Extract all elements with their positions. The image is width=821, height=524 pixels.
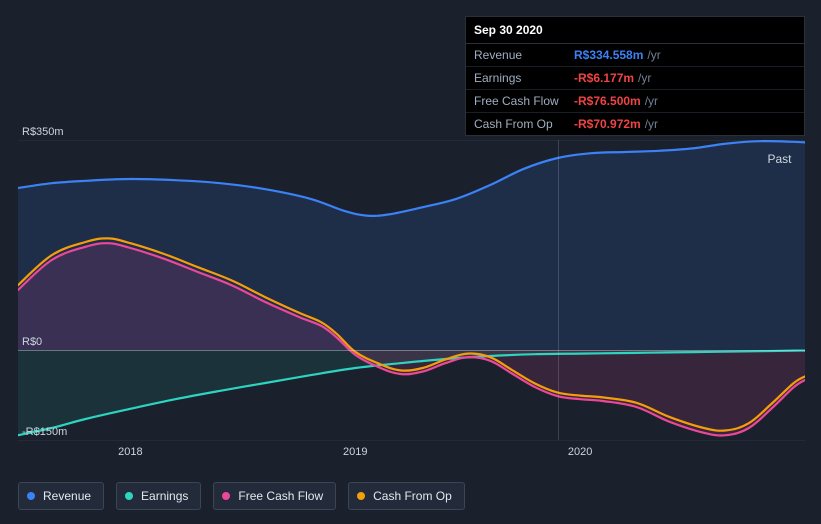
tooltip-row: RevenueR$334.558m/yr [466,44,804,67]
chart-container: Sep 30 2020 RevenueR$334.558m/yrEarnings… [0,0,821,524]
x-axis-label: 2019 [343,446,367,458]
legend-dot [222,492,230,500]
legend-item-revenue[interactable]: Revenue [18,482,104,510]
crosshair-line [558,140,559,440]
chart-plot-area[interactable] [18,140,805,440]
legend-label: Cash From Op [373,489,452,503]
legend-dot [125,492,133,500]
tooltip-row-label: Revenue [474,48,574,62]
tooltip-row-unit: /yr [638,71,651,85]
tooltip-title: Sep 30 2020 [466,17,804,44]
y-zero-line [18,350,805,351]
tooltip-row-label: Free Cash Flow [474,94,574,108]
legend-dot [27,492,35,500]
chart-svg [18,140,805,440]
legend-item-earnings[interactable]: Earnings [116,482,201,510]
tooltip-row: Earnings-R$6.177m/yr [466,67,804,90]
tooltip-row-value: -R$76.500m [574,94,641,108]
chart-tooltip: Sep 30 2020 RevenueR$334.558m/yrEarnings… [465,16,805,136]
past-label: Past [767,152,791,166]
legend-item-fcf[interactable]: Free Cash Flow [213,482,336,510]
tooltip-row-label: Earnings [474,71,574,85]
chart-legend: Revenue Earnings Free Cash Flow Cash From O… [18,482,465,510]
legend-label: Earnings [141,489,188,503]
tooltip-row-unit: /yr [647,48,660,62]
y-gridline [18,440,805,441]
tooltip-row-label: Cash From Op [474,117,574,131]
y-axis-label: -R$150m [22,426,67,438]
legend-label: Revenue [43,489,91,503]
tooltip-row-value: -R$70.972m [574,117,641,131]
x-axis-label: 2018 [118,446,142,458]
tooltip-row-value: -R$6.177m [574,71,634,85]
tooltip-row-unit: /yr [645,94,658,108]
legend-dot [357,492,365,500]
tooltip-row-unit: /yr [645,117,658,131]
tooltip-row-value: R$334.558m [574,48,643,62]
y-axis-label: R$0 [22,336,42,348]
x-axis-label: 2020 [568,446,592,458]
tooltip-row: Cash From Op-R$70.972m/yr [466,113,804,135]
tooltip-row: Free Cash Flow-R$76.500m/yr [466,90,804,113]
y-gridline [18,140,805,141]
legend-label: Free Cash Flow [238,489,323,503]
legend-item-cfo[interactable]: Cash From Op [348,482,465,510]
y-axis-label: R$350m [22,126,64,138]
